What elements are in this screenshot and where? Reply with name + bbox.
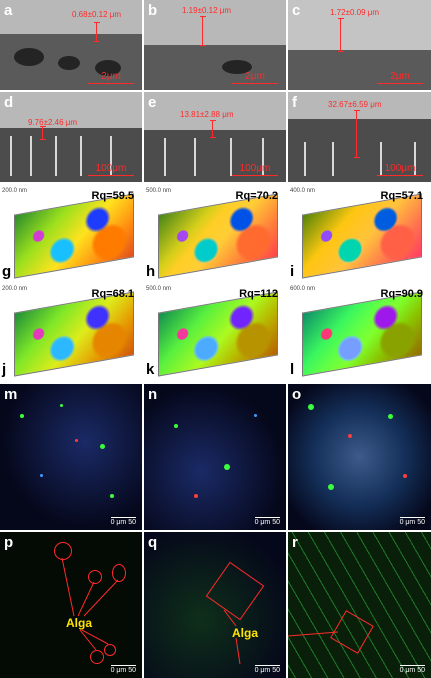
- scale-bar: 100μm: [88, 163, 134, 176]
- sem-panel-c: c 1.72±0.09 μm 2μm: [288, 0, 431, 90]
- fluorescence-panel-o: o 0 μm 50: [288, 384, 431, 530]
- fluorescence-panel-m: m 0 μm 50: [0, 384, 142, 530]
- panel-letter: r: [292, 534, 298, 551]
- alga-marker: [54, 542, 72, 560]
- roughness-label: Rq=70.2: [235, 190, 279, 202]
- sem-panel-b: b 1.19±0.12 μm 2μm: [144, 0, 286, 90]
- sem-panel-a: a 0.68±0.12 μm 2μm: [0, 0, 142, 90]
- fluorescence-panel-q: Alga q 0 μm 50: [144, 532, 286, 678]
- fluorescence-panel-p: Alga p 0 μm 50: [0, 532, 142, 678]
- panel-letter: q: [148, 534, 158, 551]
- alga-label: Alga: [66, 616, 93, 630]
- afm-panel-j: 200.0 nm Rq=68.1 j: [0, 284, 142, 380]
- panel-letter: h: [146, 263, 156, 280]
- roughness-label: Rq=68.1: [91, 288, 135, 300]
- panel-letter: p: [4, 534, 14, 551]
- panel-letter: g: [2, 263, 12, 280]
- scale-bar: 0 μm 50: [399, 665, 425, 674]
- panel-letter: e: [148, 94, 157, 111]
- alga-marker: [90, 650, 104, 664]
- sem-panel-d: d 9.76±2.46 μm 100μm: [0, 92, 142, 182]
- afm-panel-g: 200.0 nm Rq=59.5 g: [0, 186, 142, 282]
- scale-bar: 0 μm 50: [399, 517, 425, 526]
- roughness-label: Rq=90.9: [380, 288, 424, 300]
- roughness-label: Rq=59.5: [91, 190, 135, 202]
- scale-bar: 0 μm 50: [254, 517, 280, 526]
- scale-bar: 100μm: [232, 163, 278, 176]
- panel-letter: i: [290, 263, 295, 280]
- scale-bar: 0 μm 50: [110, 665, 136, 674]
- panel-letter: k: [146, 361, 155, 378]
- thickness-label: 9.76±2.46 μm: [28, 118, 78, 127]
- panel-letter: m: [4, 386, 18, 403]
- roughness-label: Rq=57.1: [380, 190, 424, 202]
- scale-bar: 0 μm 50: [110, 517, 136, 526]
- scale-bar: 100μm: [377, 163, 423, 176]
- panel-letter: j: [2, 361, 7, 378]
- fluorescence-panel-n: n 0 μm 50: [144, 384, 286, 530]
- scale-bar: 2μm: [377, 71, 423, 84]
- thickness-label: 32.67±6.59 μm: [328, 100, 382, 109]
- afm-panel-i: 400.0 nm Rq=57.1 i: [288, 186, 431, 282]
- afm-panel-l: 600.0 nm Rq=90.9 l: [288, 284, 431, 380]
- thickness-label: 13.81±2.88 μm: [180, 110, 234, 119]
- scale-bar: 2μm: [88, 71, 134, 84]
- panel-letter: f: [292, 94, 297, 111]
- roughness-label: Rq=112: [239, 288, 278, 300]
- pointer-lines: [223, 609, 241, 665]
- sem-panel-e: e 13.81±2.88 μm 100μm: [144, 92, 286, 182]
- panel-letter: c: [292, 2, 301, 19]
- thickness-label: 1.72±0.09 μm: [330, 8, 380, 17]
- alga-marker: [104, 644, 116, 656]
- pointer-lines: [61, 557, 119, 651]
- pointer-line: [288, 631, 339, 637]
- fluorescence-panel-r: r 0 μm 50: [288, 532, 431, 678]
- alga-marker: [88, 570, 102, 584]
- sem-panel-f: f 32.67±6.59 μm 100μm: [288, 92, 431, 182]
- thickness-label: 0.68±0.12 μm: [72, 10, 122, 19]
- afm-panel-h: 500.0 nm Rq=70.2 h: [144, 186, 286, 282]
- panel-letter: d: [4, 94, 14, 111]
- panel-letter: b: [148, 2, 158, 19]
- scale-bar: 2μm: [232, 71, 278, 84]
- panel-letter: n: [148, 386, 158, 403]
- thickness-label: 1.19±0.12 μm: [182, 6, 232, 15]
- panel-letter: o: [292, 386, 302, 403]
- afm-panel-k: 500.0 nm Rq=112 k: [144, 284, 286, 380]
- alga-marker: [112, 564, 126, 582]
- alga-label: Alga: [232, 626, 259, 640]
- scale-bar: 0 μm 50: [254, 665, 280, 674]
- panel-letter: a: [4, 2, 13, 19]
- panel-letter: l: [290, 361, 295, 378]
